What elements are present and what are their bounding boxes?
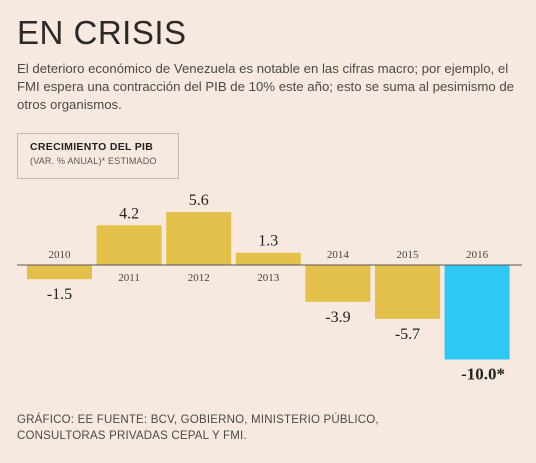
bar-2010 xyxy=(27,265,92,280)
value-label-2010: -1.5 xyxy=(47,286,72,303)
chart-subtitle: (VAR. % ANUAL)* ESTIMADO xyxy=(30,156,157,166)
value-label-2013: 1.3 xyxy=(258,233,278,250)
bar-2015 xyxy=(375,265,440,319)
value-label-2014: -3.9 xyxy=(325,309,350,326)
value-label-2016: -10.0* xyxy=(461,365,505,384)
value-label-2015: -5.7 xyxy=(395,326,420,343)
year-label-2012: 2012 xyxy=(188,272,210,284)
year-label-2016: 2016 xyxy=(466,249,489,261)
value-label-2011: 4.2 xyxy=(119,205,139,222)
chart-title: CRECIMIENTO DEL PIB xyxy=(30,141,154,153)
bar-2014 xyxy=(305,265,371,302)
bar-2013 xyxy=(235,252,301,265)
year-label-2014: 2014 xyxy=(327,249,350,261)
source-line-2: CONSULTORAS PRIVADAS CEPAL Y FMI. xyxy=(17,430,247,442)
page-title: EN CRISIS xyxy=(17,14,187,51)
bar-2012 xyxy=(166,212,232,265)
year-label-2013: 2013 xyxy=(257,272,280,284)
year-label-2015: 2015 xyxy=(397,249,420,261)
source-line-1: GRÁFICO: EE FUENTE: BCV, GOBIERNO, MINIS… xyxy=(17,414,379,426)
year-label-2010: 2010 xyxy=(49,249,72,261)
chart-header: CRECIMIENTO DEL PIB (VAR. % ANUAL)* ESTI… xyxy=(17,133,179,179)
page-subtitle: El deterioro económico de Venezuela es n… xyxy=(17,61,514,112)
bar-2011 xyxy=(96,225,162,265)
year-label-2011: 2011 xyxy=(118,272,140,284)
bar-2016 xyxy=(444,265,510,360)
source-footer: GRÁFICO: EE FUENTE: BCV, GOBIERNO, MINIS… xyxy=(17,412,527,444)
value-label-2012: 5.6 xyxy=(189,192,209,209)
